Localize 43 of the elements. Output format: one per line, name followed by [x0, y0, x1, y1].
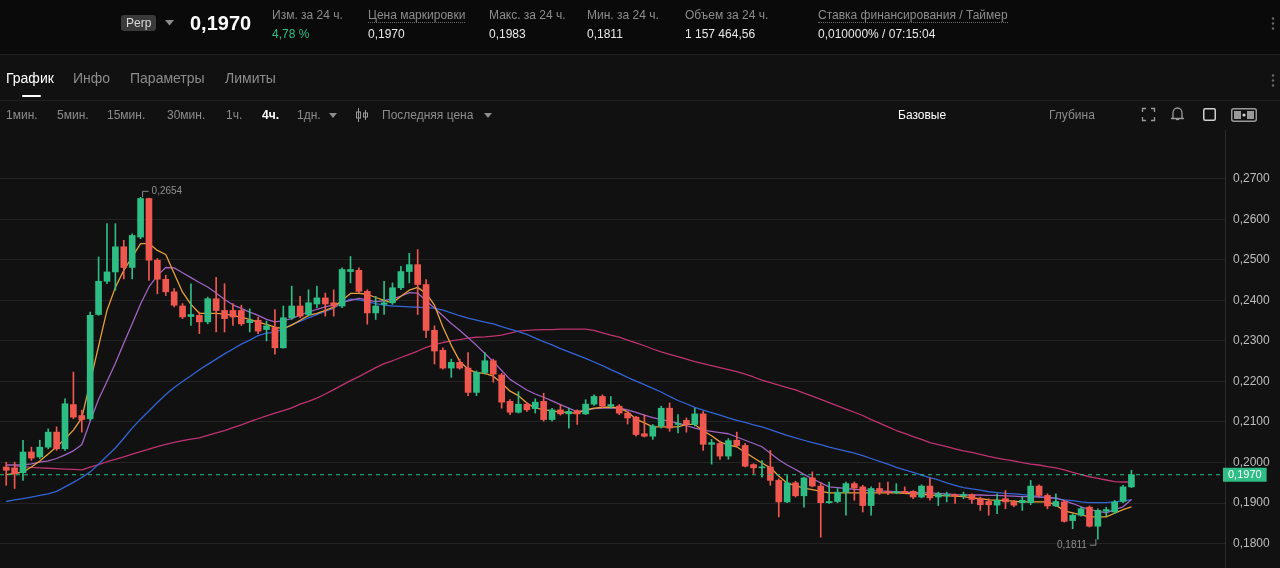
text: Цена маркировки — [368, 8, 466, 23]
annotation: 0,2654 — [151, 185, 183, 197]
text: 30мин. — [167, 108, 206, 122]
text: Инфо — [73, 70, 111, 86]
text: Perp — [121, 15, 157, 31]
text: 5мин. — [57, 108, 89, 122]
candlestick — [607, 396, 615, 409]
y-tick-label: 0,2500 — [1233, 252, 1271, 267]
y-tick-label: 0,2300 — [1233, 333, 1271, 348]
text: 4,78 % — [272, 27, 310, 41]
y-tick-label: 0,2700 — [1233, 170, 1271, 185]
text: График — [6, 70, 54, 86]
text: Макс. за 24 ч. — [489, 8, 566, 22]
candlestick — [893, 483, 900, 495]
text: 0,1970 — [368, 27, 405, 41]
text: 1дн. — [297, 108, 321, 122]
text: 0,1983 — [489, 27, 526, 41]
text: Лимиты — [225, 70, 276, 86]
text: Изм. за 24 ч. — [272, 8, 343, 22]
text: 1ч. — [226, 108, 243, 122]
text: 1 157 464,56 — [685, 27, 756, 41]
text: 0,1811 — [587, 27, 623, 41]
text: Параметры — [130, 70, 205, 86]
text: Объем за 24 ч. — [685, 8, 769, 22]
y-tick-label: 0,1900 — [1233, 495, 1271, 510]
y-tick-label: 0,2000 — [1233, 454, 1271, 469]
text: Глубина — [1049, 108, 1095, 122]
y-tick-label: 0,2400 — [1233, 292, 1271, 307]
y-tick-label: 0,1800 — [1233, 535, 1271, 550]
ref-line-label: 0,1970 — [1228, 468, 1262, 481]
text: Ставка финансирования / Таймер — [818, 8, 1008, 23]
text: Мин. за 24 ч. — [587, 8, 659, 22]
y-tick-label: 0,2200 — [1233, 373, 1271, 388]
text: Последняя цена — [382, 108, 474, 122]
text: 0,010000% / 07:15:04 — [818, 27, 936, 41]
annotation: 0,1811 — [1057, 538, 1088, 550]
text: Базовые — [898, 108, 947, 122]
text: 15мин. — [107, 108, 146, 122]
text: 4ч. — [262, 108, 279, 122]
y-tick-label: 0,2100 — [1233, 414, 1271, 429]
y-tick-label: 0,2600 — [1233, 211, 1271, 226]
text: 0,1970 — [190, 12, 252, 34]
text: 1мин. — [6, 108, 38, 122]
